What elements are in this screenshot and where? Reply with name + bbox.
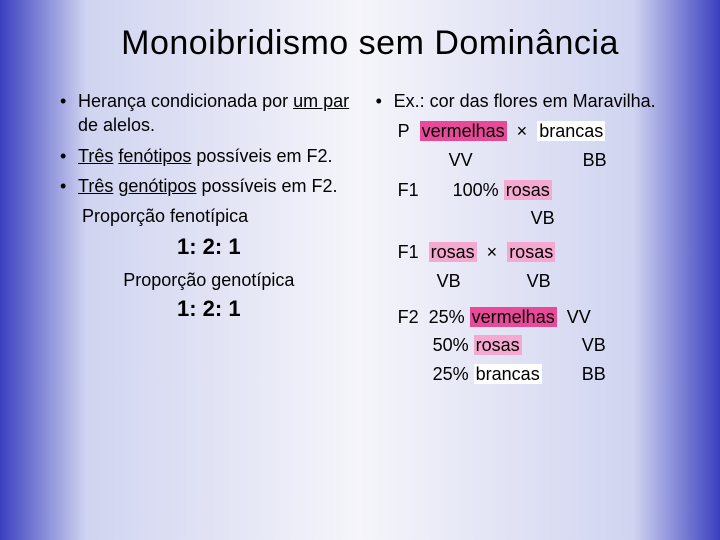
- f1-label2: F1: [398, 242, 419, 262]
- ratio-genotipica: 1: 2: 1: [60, 294, 358, 324]
- b1-post: de alelos.: [78, 115, 155, 135]
- f2-brancas: brancas: [474, 364, 542, 384]
- f1-pct: 100%: [453, 180, 499, 200]
- f1-rosas-b: rosas: [507, 242, 555, 262]
- bullet-dot: •: [376, 89, 394, 113]
- b2-post: possíveis em F2.: [191, 146, 332, 166]
- prop-fenotipica: Proporção fenotípica: [82, 204, 358, 228]
- f1-genotype: VB: [398, 206, 674, 230]
- f1-label: F1: [398, 180, 419, 200]
- geno-vb-a: VB: [437, 271, 461, 291]
- slide-title: Monoibridismo sem Dominância: [60, 24, 680, 63]
- ratio-fenotipica: 1: 2: 1: [60, 232, 358, 262]
- f1-result: F1 100% rosas: [398, 178, 674, 202]
- prop-genotipica: Proporção genotípica: [60, 268, 358, 292]
- geno-bb: BB: [583, 150, 607, 170]
- bullet-3-text: Três genótipos possíveis em F2.: [78, 174, 358, 198]
- p-label: P: [398, 121, 410, 141]
- f1-cross-geno: VB VB: [398, 269, 674, 293]
- b3-post: possíveis em F2.: [196, 176, 337, 196]
- bullet-ex: • Ex.: cor das flores em Maravilha.: [376, 89, 674, 113]
- bullet-dot: •: [60, 144, 78, 168]
- f2-line3: 25% brancas BB: [398, 362, 674, 386]
- bullet-2: • Três fenótipos possíveis em F2.: [60, 144, 358, 168]
- f2-label: F2: [398, 307, 419, 327]
- f2-25a: 25%: [429, 307, 465, 327]
- geno-vv: VV: [449, 150, 473, 170]
- f1-rosas-a: rosas: [429, 242, 477, 262]
- bullet-3: • Três genótipos possíveis em F2.: [60, 174, 358, 198]
- f2-25b: 25%: [433, 364, 469, 384]
- ex-text: Ex.: cor das flores em Maravilha.: [394, 89, 674, 113]
- f2-vermelhas: vermelhas: [470, 307, 557, 327]
- p-genotypes: VV BB: [398, 148, 674, 172]
- slide: Monoibridismo sem Dominância • Herança c…: [0, 0, 720, 410]
- f1-rosas: rosas: [504, 180, 552, 200]
- b1-underline: um par: [293, 91, 349, 111]
- b2-u1: Três: [78, 146, 113, 166]
- left-column: • Herança condicionada por um par de ale…: [60, 89, 358, 390]
- p-brancas: brancas: [537, 121, 605, 141]
- p-vermelhas: vermelhas: [420, 121, 507, 141]
- bullet-dot: •: [60, 174, 78, 198]
- b3-u2: genótipos: [118, 176, 196, 196]
- bullet-1-text: Herança condicionada por um par de alelo…: [78, 89, 358, 138]
- cross-x: ×: [517, 121, 528, 141]
- bullet-dot: •: [60, 89, 78, 138]
- geno-vb-b: VB: [527, 271, 551, 291]
- bullet-2-text: Três fenótipos possíveis em F2.: [78, 144, 358, 168]
- f1-cross: F1 rosas × rosas: [398, 240, 674, 264]
- cross-x2: ×: [487, 242, 498, 262]
- b2-u2: fenótipos: [118, 146, 191, 166]
- f2-vb: VB: [582, 335, 606, 355]
- right-column: • Ex.: cor das flores em Maravilha. P ve…: [376, 89, 674, 390]
- bullet-1: • Herança condicionada por um par de ale…: [60, 89, 358, 138]
- columns: • Herança condicionada por um par de ale…: [60, 89, 680, 390]
- geno-vb1: VB: [531, 208, 555, 228]
- f2-bb: BB: [582, 364, 606, 384]
- p-cross: P vermelhas × brancas: [398, 119, 674, 143]
- b1-pre: Herança condicionada por: [78, 91, 293, 111]
- f2-line2: 50% rosas VB: [398, 333, 674, 357]
- b3-u1: Três: [78, 176, 113, 196]
- f2-rosas: rosas: [474, 335, 522, 355]
- f2-line1: F2 25% vermelhas VV: [398, 305, 674, 329]
- f2-50: 50%: [433, 335, 469, 355]
- f2-vv: VV: [567, 307, 591, 327]
